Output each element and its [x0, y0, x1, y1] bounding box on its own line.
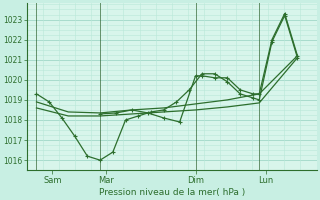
X-axis label: Pression niveau de la mer( hPa ): Pression niveau de la mer( hPa ): [99, 188, 245, 197]
